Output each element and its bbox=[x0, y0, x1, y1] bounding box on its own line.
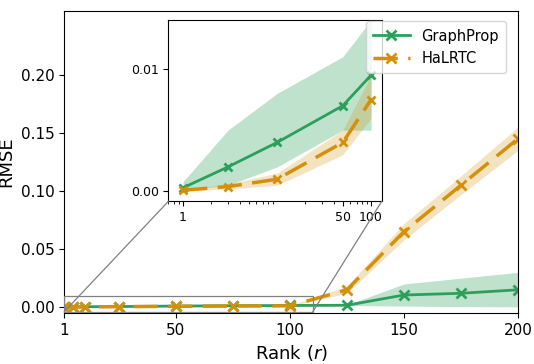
GraphProp bbox=[61, 305, 67, 309]
Legend: GraphProp, HaLRTC: GraphProp, HaLRTC bbox=[366, 21, 506, 73]
HaLRTC bbox=[400, 230, 407, 234]
Y-axis label: RMSE: RMSE bbox=[0, 136, 15, 187]
HaLRTC bbox=[116, 304, 122, 309]
HaLRTC bbox=[344, 288, 350, 292]
GraphProp bbox=[172, 304, 179, 308]
GraphProp bbox=[344, 303, 350, 308]
HaLRTC bbox=[230, 304, 236, 308]
Bar bbox=[64, 296, 313, 312]
Line: HaLRTC: HaLRTC bbox=[59, 134, 523, 312]
Line: GraphProp: GraphProp bbox=[59, 285, 523, 312]
GraphProp bbox=[116, 304, 122, 309]
GraphProp bbox=[400, 293, 407, 297]
GraphProp bbox=[81, 305, 88, 309]
GraphProp bbox=[515, 288, 521, 292]
HaLRTC bbox=[172, 304, 179, 308]
HaLRTC bbox=[61, 305, 67, 309]
HaLRTC bbox=[515, 136, 521, 141]
X-axis label: Rank $(r)$: Rank $(r)$ bbox=[255, 343, 327, 363]
GraphProp bbox=[458, 291, 464, 296]
GraphProp bbox=[230, 304, 236, 308]
HaLRTC bbox=[287, 304, 293, 308]
HaLRTC bbox=[81, 305, 88, 309]
HaLRTC bbox=[458, 183, 464, 187]
HaLRTC bbox=[70, 305, 76, 309]
GraphProp bbox=[287, 303, 293, 308]
GraphProp bbox=[70, 305, 76, 309]
